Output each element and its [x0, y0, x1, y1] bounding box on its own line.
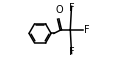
Text: F: F: [68, 3, 74, 13]
Text: F: F: [68, 47, 74, 57]
Text: O: O: [55, 5, 62, 15]
Text: F: F: [83, 25, 88, 35]
